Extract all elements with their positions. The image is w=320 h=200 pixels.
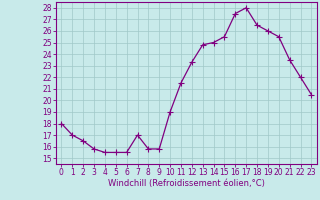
X-axis label: Windchill (Refroidissement éolien,°C): Windchill (Refroidissement éolien,°C): [108, 179, 265, 188]
